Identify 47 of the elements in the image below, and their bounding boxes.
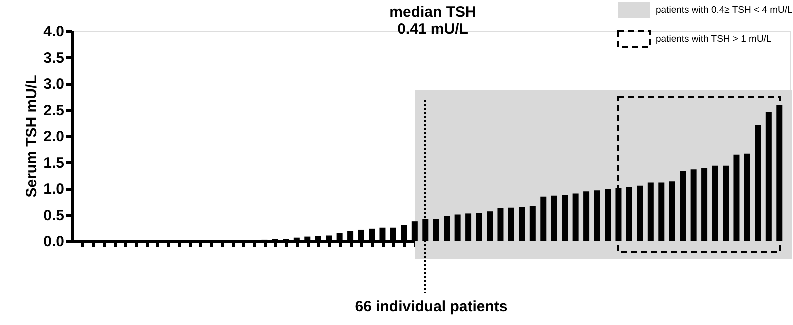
bar	[616, 188, 622, 241]
bar	[584, 192, 590, 241]
bar	[648, 182, 654, 241]
bar	[551, 196, 558, 241]
bar	[433, 219, 440, 241]
bar	[690, 170, 697, 241]
bar	[637, 186, 644, 241]
y-tick-label: 3.0	[44, 76, 64, 93]
bar	[454, 214, 461, 241]
bar	[508, 208, 514, 241]
bar	[466, 214, 472, 241]
bar	[444, 216, 450, 241]
bar	[776, 106, 783, 241]
bar	[519, 207, 526, 241]
bar	[540, 196, 547, 241]
bar	[723, 166, 729, 241]
x-axis-title: 66 individual patients	[355, 298, 508, 316]
bar	[766, 112, 772, 241]
bar	[744, 154, 750, 241]
y-tick-label: 1.0	[44, 181, 64, 198]
bar	[487, 212, 493, 241]
y-axis-title: Serum TSH mU/L	[24, 75, 41, 198]
y-tick-label: 1.5	[44, 154, 64, 172]
bar	[669, 182, 676, 241]
annotation: median TSH 0.41 mU/L	[390, 4, 476, 38]
bar	[680, 171, 686, 241]
text: patients with 0.4≥ TSH < 4 mU/L	[656, 5, 793, 16]
bar	[562, 195, 568, 241]
bar	[755, 126, 762, 241]
bar	[498, 208, 504, 241]
y-tick-label: 4.0	[44, 24, 64, 40]
bar	[626, 187, 632, 241]
bar	[734, 154, 740, 241]
y-tick-label: 0.0	[44, 234, 64, 250]
bar	[712, 166, 718, 241]
bar	[605, 190, 611, 241]
y-tick-label: 2.5	[44, 102, 64, 120]
y-tick-label: 3.5	[44, 50, 64, 67]
bar	[702, 168, 708, 241]
bar	[658, 182, 665, 241]
y-tick-label: 0.5	[44, 207, 64, 224]
y-tick-label: 2.0	[44, 128, 64, 146]
bar	[476, 213, 482, 241]
bar	[572, 194, 579, 241]
bar	[530, 206, 536, 241]
bar	[594, 190, 600, 241]
annotation: patients with TSH > 1 mU/L	[656, 34, 772, 45]
